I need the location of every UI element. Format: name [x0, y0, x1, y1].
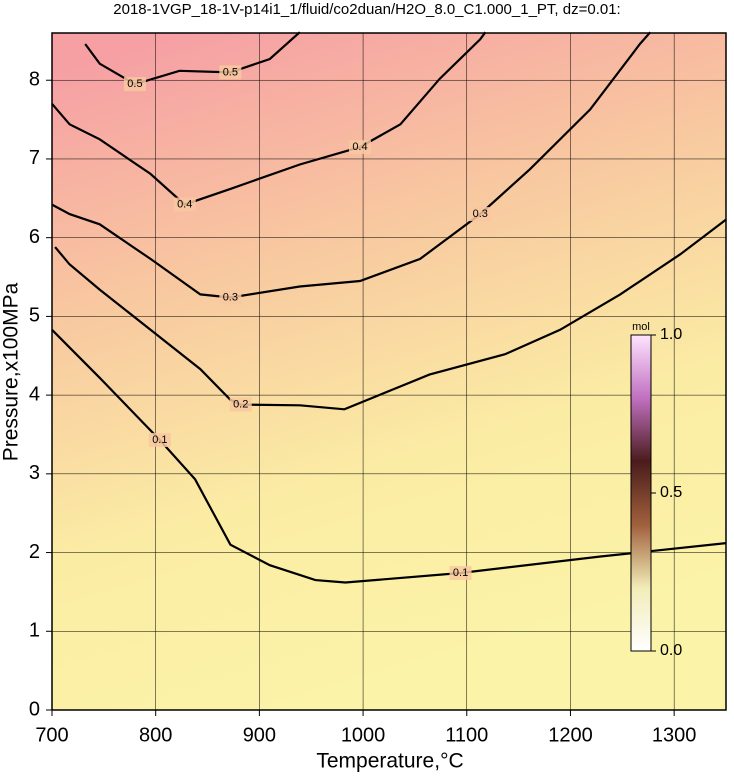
contour-label-bg	[469, 207, 492, 222]
y-tick-label: 8	[29, 69, 40, 91]
contour-label-bg	[219, 290, 242, 305]
contour-label: 0.3	[223, 291, 238, 303]
colorbar-label: mol	[632, 321, 650, 333]
y-tick-label: 3	[29, 462, 40, 484]
x-tick-label: 700	[35, 724, 68, 746]
x-tick-label: 1000	[341, 724, 386, 746]
x-axis-label: Temperature,°C	[316, 750, 463, 773]
contour-label-bg	[173, 197, 196, 212]
contour-label: 0.1	[152, 434, 167, 446]
contour-line	[84, 31, 301, 86]
contour-label: 0.3	[473, 208, 488, 220]
y-tick-label: 4	[29, 383, 40, 405]
contour-label: 0.5	[223, 66, 238, 78]
chart-title: 2018-1VGP_18-1V-p14i1_1/fluid/co2duan/H2…	[113, 1, 620, 18]
plot-frame	[51, 32, 727, 711]
y-tick-label: 2	[29, 541, 40, 563]
colorbar	[630, 334, 652, 652]
contour-line	[51, 31, 487, 206]
contour-line	[51, 31, 652, 299]
plot-background	[52, 33, 726, 710]
x-tick-label: 800	[139, 724, 172, 746]
x-tick-label: 1300	[652, 724, 697, 746]
colorbar-tick-label: 0.0	[660, 642, 682, 659]
y-tick-label: 1	[29, 620, 40, 642]
y-tick-label: 5	[29, 305, 40, 327]
contour-label: 0.1	[453, 567, 468, 579]
colorbar-tick-label: 1.0	[660, 326, 682, 343]
y-tick-label: 0	[29, 698, 40, 720]
contour-label-bg	[348, 140, 371, 155]
contour-label-bg	[123, 77, 146, 92]
x-tick-label: 900	[243, 724, 276, 746]
contour-label: 0.2	[233, 398, 248, 410]
contour-label-bg	[148, 432, 171, 447]
y-tick-label: 7	[29, 147, 40, 169]
y-tick-label: 6	[29, 226, 40, 248]
contour-line	[54, 218, 727, 411]
contour-label-bg	[449, 566, 472, 581]
contour-label: 0.4	[352, 141, 367, 153]
contour-label: 0.4	[177, 199, 192, 211]
x-tick-label: 1100	[445, 724, 488, 746]
contour-label-bg	[219, 65, 242, 80]
contour-label: 0.5	[127, 78, 142, 90]
contour-label-bg	[229, 397, 252, 412]
x-tick-label: 1200	[548, 724, 593, 746]
colorbar-tick-label: 0.5	[660, 484, 682, 501]
y-axis-label: Pressure,x100MPa	[0, 282, 23, 461]
contour-line	[51, 329, 727, 584]
